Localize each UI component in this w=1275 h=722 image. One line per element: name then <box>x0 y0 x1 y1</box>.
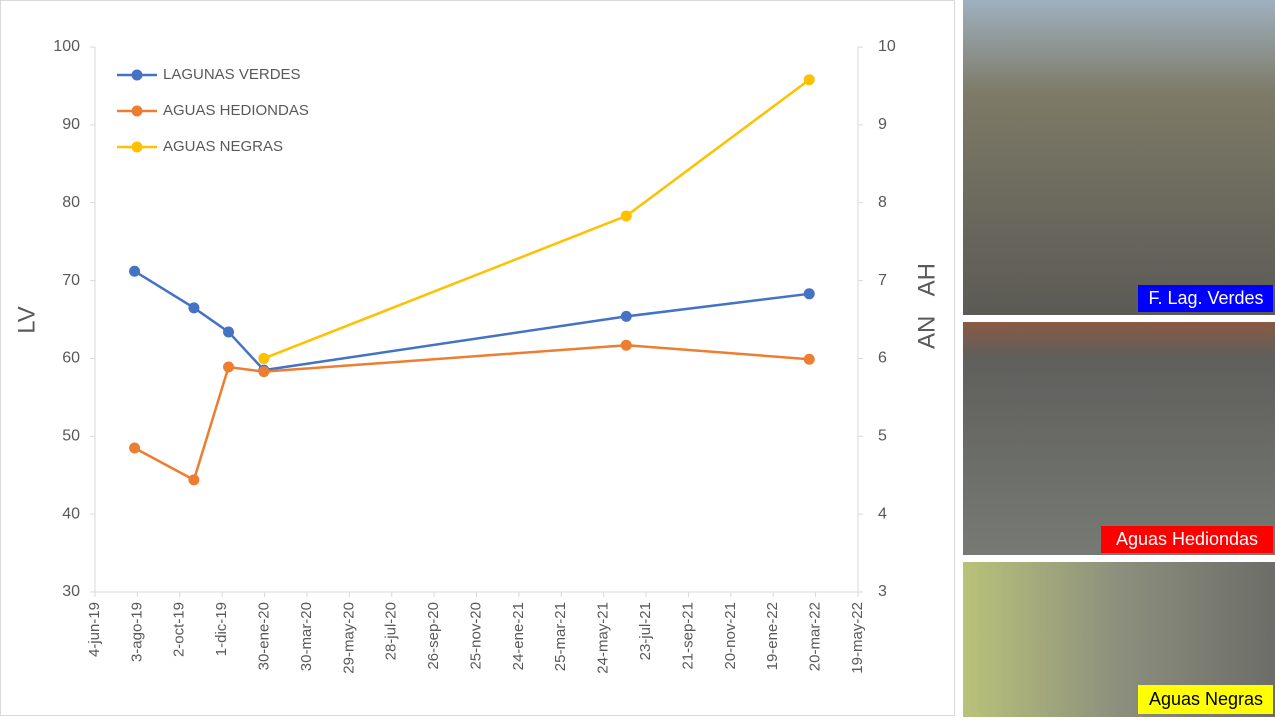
data-point <box>258 366 270 378</box>
y2-axis-label: AN AH <box>913 263 940 349</box>
x-tick-label: 26-sep-20 <box>425 602 442 670</box>
y2-tick-label: 6 <box>878 350 887 367</box>
legend-label: LAGUNAS VERDES <box>163 66 301 83</box>
y-axis-label: LV <box>13 306 40 334</box>
caption-box <box>1138 285 1273 312</box>
data-point <box>620 339 632 351</box>
y2-tick-label: 4 <box>878 505 887 522</box>
x-tick-label: 24-ene-21 <box>510 602 527 670</box>
caption-box <box>1138 685 1273 714</box>
y2-tick-label: 9 <box>878 116 887 133</box>
legend-marker <box>131 105 143 117</box>
legend-label: AGUAS NEGRAS <box>163 138 283 155</box>
series-line <box>133 270 810 372</box>
x-tick-label: 30-mar-20 <box>298 602 315 671</box>
x-tick-label: 25-nov-20 <box>467 602 484 670</box>
data-point <box>620 310 632 322</box>
x-tick-label: 21-sep-21 <box>679 602 696 670</box>
y2-tick-label: 8 <box>878 194 887 211</box>
x-tick-label: 2-oct-19 <box>171 602 188 657</box>
x-tick-label: 23-jul-21 <box>637 602 654 660</box>
data-point <box>258 352 270 364</box>
photo-caption: F. Lag. Verdes <box>1148 288 1263 308</box>
legend-marker <box>131 69 143 81</box>
data-point <box>188 302 200 314</box>
y2-tick-label: 5 <box>878 428 887 445</box>
y-tick-label: 50 <box>62 428 80 445</box>
data-point <box>188 474 200 486</box>
x-tick-label: 25-mar-21 <box>552 602 569 671</box>
y2-tick-label: 10 <box>878 38 896 55</box>
photo <box>963 0 1275 315</box>
y-tick-label: 100 <box>53 38 80 55</box>
x-tick-label: 19-ene-22 <box>764 602 781 670</box>
x-tick-label: 24-may-21 <box>595 602 612 674</box>
y2-tick-label: 7 <box>878 272 887 289</box>
y2-tick-label: 3 <box>878 583 887 600</box>
data-point <box>129 265 141 277</box>
y-tick-label: 30 <box>62 583 80 600</box>
x-tick-label: 3-ago-19 <box>128 602 145 662</box>
x-tick-label: 20-nov-21 <box>722 602 739 670</box>
x-tick-label: 30-ene-20 <box>256 602 273 670</box>
data-point <box>223 326 235 338</box>
y-tick-label: 80 <box>62 194 80 211</box>
y-tick-label: 60 <box>62 350 80 367</box>
x-tick-label: 28-jul-20 <box>383 602 400 660</box>
data-point <box>129 442 141 454</box>
legend-label: AGUAS HEDIONDAS <box>163 102 309 119</box>
data-point <box>620 210 632 222</box>
y-tick-label: 40 <box>62 505 80 522</box>
photo-caption: Aguas Hediondas <box>1116 529 1258 549</box>
data-point <box>803 353 815 365</box>
data-point <box>803 74 815 86</box>
x-tick-label: 29-may-20 <box>340 602 357 674</box>
data-point <box>223 361 235 373</box>
y-tick-label: 90 <box>62 116 80 133</box>
x-tick-label: 19-may-22 <box>849 602 866 674</box>
y-tick-label: 70 <box>62 272 80 289</box>
photo <box>963 322 1275 555</box>
caption-box <box>1101 526 1273 553</box>
x-tick-label: 4-jun-19 <box>86 602 103 657</box>
photo-caption: Aguas Negras <box>1149 689 1263 709</box>
x-tick-label: 1-dic-19 <box>213 602 230 656</box>
data-point <box>803 288 815 300</box>
x-tick-label: 20-mar-22 <box>807 602 824 671</box>
legend-marker <box>131 141 143 153</box>
series-line <box>133 343 810 482</box>
